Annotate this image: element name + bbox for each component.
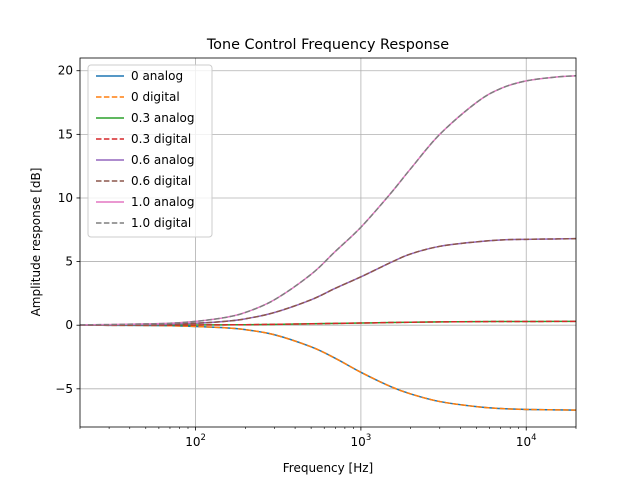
series-lines xyxy=(80,75,576,411)
legend-label: 0.3 digital xyxy=(131,132,191,146)
chart-title: Tone Control Frequency Response xyxy=(206,37,449,53)
legend-label: 0.6 digital xyxy=(131,174,191,188)
legend-label: 0 analog xyxy=(131,69,183,83)
legend-label: 0.6 analog xyxy=(131,153,195,167)
y-tick-label: −5 xyxy=(55,382,73,396)
x-tick-label: 102 xyxy=(185,433,206,449)
legend-label: 1.0 digital xyxy=(131,216,191,230)
series-line-0-6-digital xyxy=(80,237,576,326)
y-tick-label: 10 xyxy=(58,191,73,205)
legend-box xyxy=(87,64,213,238)
plot-frame xyxy=(79,57,577,428)
x-axis-label: Frequency [Hz] xyxy=(283,461,374,475)
y-tick-label: 15 xyxy=(58,127,73,141)
y-tick-label: 5 xyxy=(65,255,73,269)
legend-label: 0 digital xyxy=(131,90,180,104)
series-line-1-0-digital xyxy=(80,75,576,326)
x-tick-label: 104 xyxy=(516,433,537,449)
legend-label: 1.0 analog xyxy=(131,195,195,209)
legend: 0 analog 0 digital 0.3 analog 0.3 digital 0.… xyxy=(87,64,213,238)
y-axis-label: Amplitude response [dB] xyxy=(29,168,43,317)
ticks: 102 103 104 −5 0 5 10 15 20 xyxy=(55,64,577,449)
y-tick-label: 20 xyxy=(58,64,73,78)
x-tick-label: 103 xyxy=(351,433,372,449)
legend-label: 0.3 analog xyxy=(131,111,195,125)
series-line-0-3-digital xyxy=(80,320,576,326)
y-tick-label: 0 xyxy=(65,318,73,332)
